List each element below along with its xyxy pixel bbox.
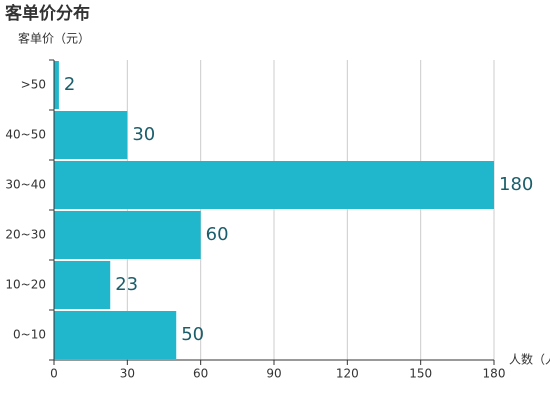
y-tick-label: >50 <box>21 78 46 92</box>
value-label: 60 <box>206 224 229 245</box>
y-axis-label: 客单价（元） <box>18 31 90 46</box>
bar <box>54 61 59 109</box>
x-tick-label: 180 <box>483 367 506 381</box>
chart-title: 客单价分布 <box>4 3 90 24</box>
bar <box>54 261 111 309</box>
x-axis-label: 人数（人） <box>509 352 550 367</box>
y-tick-label: 0~10 <box>13 328 46 342</box>
bar <box>54 211 201 259</box>
y-tick-label: 20~30 <box>5 228 46 242</box>
x-tick-label: 120 <box>336 367 359 381</box>
value-label: 180 <box>499 174 533 195</box>
value-label: 23 <box>115 274 138 295</box>
x-tick-label: 60 <box>193 367 208 381</box>
value-label: 30 <box>132 124 155 145</box>
x-tick-label: 0 <box>50 367 58 381</box>
bar <box>54 111 128 159</box>
x-tick-label: 30 <box>120 367 135 381</box>
y-tick-label: 30~40 <box>5 178 46 192</box>
y-tick-label: 40~50 <box>5 128 46 142</box>
value-label: 50 <box>181 324 204 345</box>
value-label: 2 <box>64 74 75 95</box>
y-tick-label: 10~20 <box>5 278 46 292</box>
x-tick-label: 150 <box>409 367 432 381</box>
bar <box>54 161 494 209</box>
x-tick-label: 90 <box>266 367 281 381</box>
bar <box>54 311 177 359</box>
